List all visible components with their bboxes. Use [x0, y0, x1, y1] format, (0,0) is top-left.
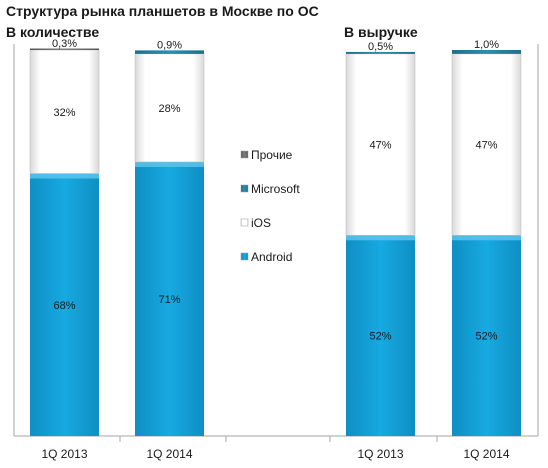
bar-bevel-1-1q-2013 [30, 173, 99, 179]
bar-1-1q-2014-android [135, 161, 204, 436]
bar-1-1q-2014-microsoft [135, 50, 204, 54]
legend-swatch-microsoft [240, 184, 249, 193]
bar-2-1q-2013-microsoft [346, 51, 415, 54]
legend-swatch-android [240, 252, 249, 261]
data-label-1-1q-2013-ios: 32% [53, 107, 75, 119]
legend-label-прочие: Прочие [251, 148, 293, 162]
bar-bevel-2-1q-2013 [346, 235, 415, 241]
tick-label-2-1q-2013: 1Q 2013 [357, 447, 403, 461]
tick-label-1-1q-2013: 1Q 2013 [41, 447, 87, 461]
tick-label-1-1q-2014: 1Q 2014 [146, 447, 192, 461]
data-label-2-1q-2014-android: 52% [475, 331, 497, 343]
bar-bevel-2-1q-2014 [452, 235, 521, 241]
bar-bevel-1-1q-2014 [135, 161, 204, 167]
chart-title: Структура рынка планшетов в Москве по ОС [6, 3, 319, 19]
data-label-1-1q-2013-прочие: 0,3% [52, 38, 77, 50]
data-label-2-1q-2013-android: 52% [369, 331, 391, 343]
bar-2-1q-2013-android [346, 235, 415, 436]
data-label-2-1q-2014-ios: 47% [475, 140, 497, 152]
data-label-2-1q-2013-ios: 47% [369, 140, 391, 152]
bar-1-1q-2013-ios [29, 49, 100, 174]
bar-1-1q-2013-прочие [30, 48, 99, 50]
data-label-2-1q-2014-microsoft: 1,0% [474, 39, 499, 51]
legend-swatch-ios [240, 218, 249, 227]
bar-2-1q-2014-android [452, 235, 521, 436]
data-label-1-1q-2014-microsoft: 0,9% [157, 39, 182, 51]
bar-2-1q-2014-ios [451, 53, 522, 236]
data-label-2-1q-2013-microsoft: 0,5% [368, 41, 393, 53]
legend-label-ios: iOS [251, 216, 271, 230]
subtitle-quantity: В количестве [6, 24, 100, 40]
data-label-1-1q-2014-ios: 28% [158, 103, 180, 115]
legend-label-microsoft: Microsoft [251, 182, 300, 196]
legend-swatch-прочие [240, 150, 249, 159]
bar-2-1q-2014-microsoft [452, 50, 521, 54]
bar-1-1q-2014-ios [134, 53, 205, 163]
subtitle-revenue: В выручке [344, 24, 418, 40]
legend-label-android: Android [251, 250, 292, 264]
bar-1-1q-2013-android [30, 173, 99, 436]
bar-2-1q-2013-ios [345, 53, 416, 236]
data-label-1-1q-2014-android: 71% [158, 294, 180, 306]
data-label-1-1q-2013-android: 68% [53, 300, 75, 312]
tick-label-2-1q-2014: 1Q 2014 [463, 447, 509, 461]
